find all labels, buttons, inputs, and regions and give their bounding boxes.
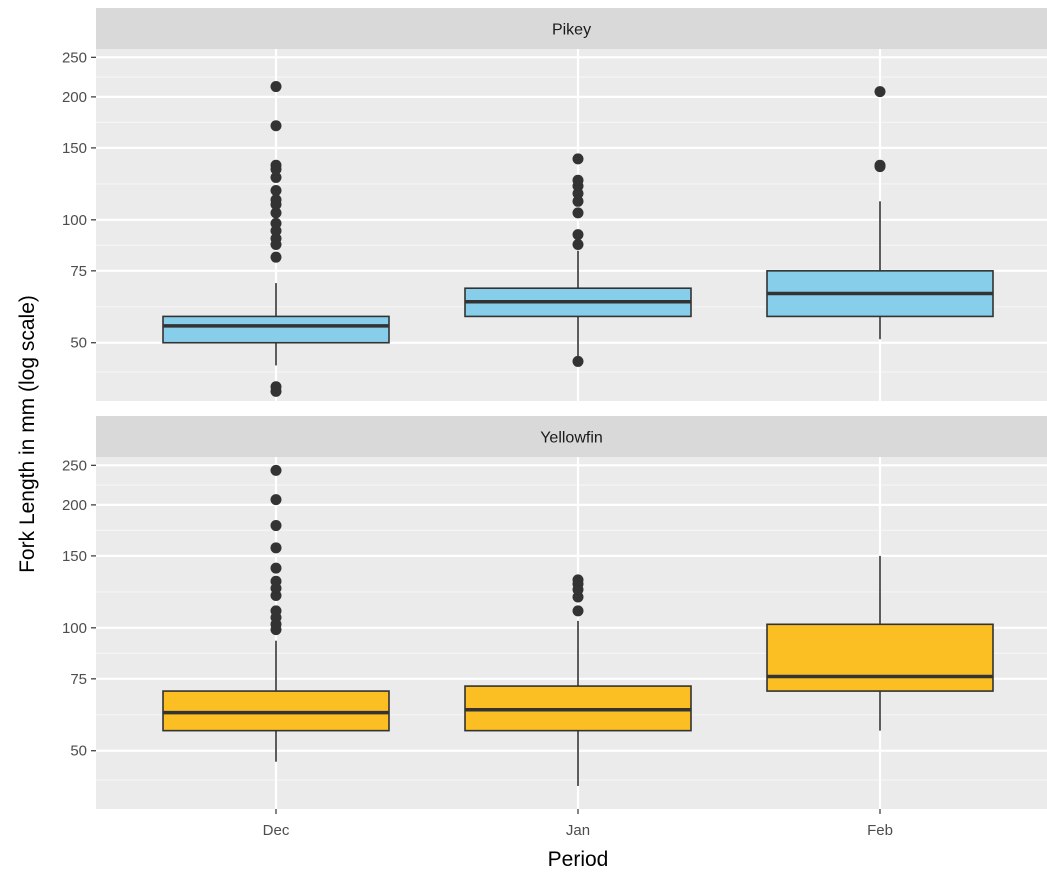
- box-jan: [464, 153, 692, 367]
- y-tick-label: 250: [62, 49, 87, 66]
- x-tick-label: Dec: [263, 822, 290, 839]
- box-iqr: [162, 315, 390, 344]
- box-jan: [464, 574, 692, 786]
- y-tick-label: 50: [70, 743, 87, 760]
- outlier-point: [270, 217, 282, 229]
- box-feb: [766, 86, 994, 340]
- outlier-point: [270, 232, 282, 244]
- outlier-point: [270, 520, 282, 532]
- outlier-point: [572, 239, 584, 251]
- box-dec: [162, 464, 390, 762]
- y-axis-title: Fork Length in mm (log scale): [16, 295, 39, 573]
- outlier-point: [270, 251, 282, 263]
- panel-background: [96, 49, 1047, 401]
- outlier-point: [572, 229, 584, 241]
- x-tick-label: Jan: [566, 822, 590, 839]
- y-tick-label: 50: [70, 335, 87, 352]
- outlier-point: [874, 86, 886, 98]
- outlier-point: [270, 381, 282, 393]
- outlier-point: [270, 464, 282, 476]
- facet-strip-label: Yellowfin: [540, 430, 603, 447]
- y-tick-label: 150: [62, 548, 87, 565]
- y-tick-label: 100: [62, 620, 87, 637]
- outlier-point: [572, 207, 584, 219]
- y-tick-label: 200: [62, 497, 87, 514]
- outlier-point: [270, 171, 282, 183]
- outlier-point: [270, 605, 282, 617]
- outlier-point: [874, 159, 886, 171]
- facet-strip: [96, 8, 1047, 49]
- outlier-point: [572, 605, 584, 617]
- outlier-point: [572, 355, 584, 367]
- outlier-point: [270, 159, 282, 171]
- y-tick-label: 200: [62, 89, 87, 106]
- panels-layer: Pikey 50 75 100 150 200 250 Yellowfin 50 75 100 150…: [62, 8, 1047, 809]
- x-axis-title: Period: [548, 848, 609, 871]
- y-tick-label: 75: [70, 263, 87, 280]
- box-iqr: [766, 623, 994, 692]
- outlier-point: [270, 494, 282, 506]
- outlier-point: [572, 195, 584, 207]
- x-axis: Dec Jan Feb: [263, 809, 893, 839]
- outlier-point: [572, 153, 584, 165]
- outlier-point: [270, 542, 282, 554]
- box-feb: [766, 555, 994, 731]
- outlier-point: [572, 574, 584, 586]
- panel-yellowfin: Yellowfin 50 75 100 150 200 250: [62, 416, 1047, 809]
- panel-pikey: Pikey 50 75 100 150 200 250: [62, 8, 1047, 401]
- outlier-point: [572, 174, 584, 186]
- x-tick-label: Feb: [867, 822, 893, 839]
- outlier-point: [270, 184, 282, 196]
- outlier-point: [270, 207, 282, 219]
- y-tick-label: 100: [62, 212, 87, 229]
- outlier-point: [270, 81, 282, 93]
- outlier-point: [270, 120, 282, 132]
- facet-strip-label: Pikey: [552, 22, 591, 39]
- y-tick-label: 150: [62, 140, 87, 157]
- facet-strip: [96, 416, 1047, 457]
- outlier-point: [270, 194, 282, 206]
- box-dec: [162, 81, 390, 397]
- outlier-point: [270, 562, 282, 574]
- y-tick-label: 250: [62, 457, 87, 474]
- y-tick-label: 75: [70, 671, 87, 688]
- outlier-point: [270, 575, 282, 587]
